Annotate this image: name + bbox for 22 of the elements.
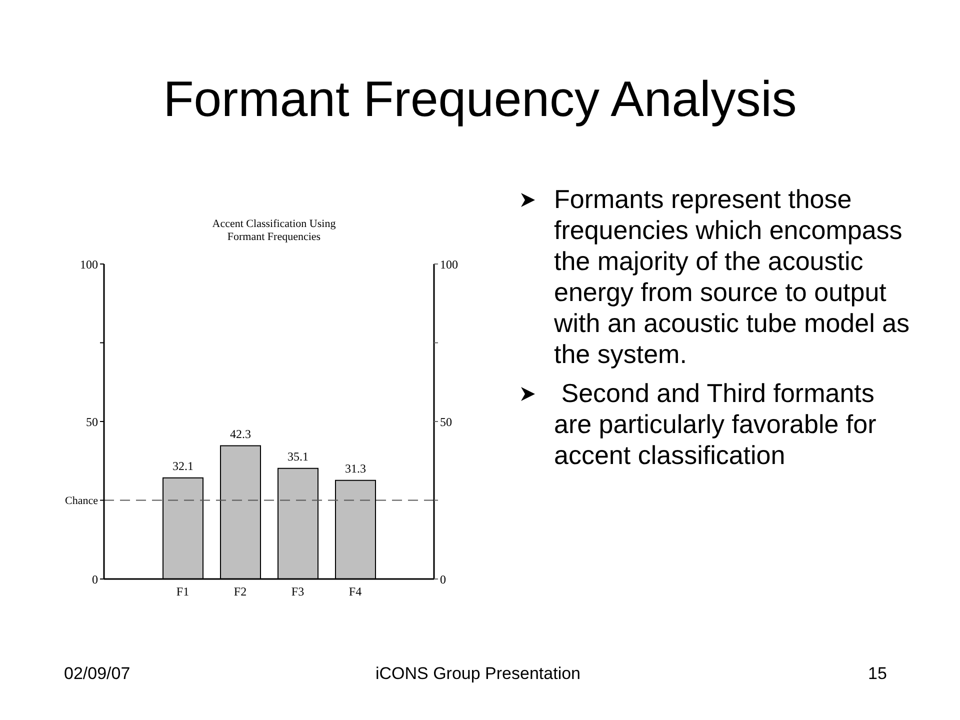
ref-line-label: Chance xyxy=(65,495,98,508)
text: 15 xyxy=(868,664,887,684)
text: iCONS Group Presentation xyxy=(374,664,582,684)
y2-tick-label: 50 xyxy=(440,414,452,429)
text: Formants represent those frequencies which encompass the majority of the acoustic energy from source to output with an acoustic tube model as the system. xyxy=(554,184,911,370)
x-tick-label: F3 xyxy=(291,584,304,599)
data-label: 42.3 xyxy=(230,426,251,441)
chart-subtitle: Accent Classification Using Formant Frequencies xyxy=(211,218,337,244)
x-tick-label: F2 xyxy=(234,584,247,599)
y2-tick-label: 100 xyxy=(440,257,458,272)
text: 02/09/07 xyxy=(64,664,130,684)
data-label: 32.1 xyxy=(172,458,194,473)
text: Second and Third formants are particularly favorable for accent classification xyxy=(554,378,878,471)
y-tick-label: 50 xyxy=(86,414,98,429)
data-label: 35.1 xyxy=(288,449,308,464)
data-label: 31.3 xyxy=(345,461,366,476)
x-tick-label: F4 xyxy=(348,584,362,599)
x-tick-label: F1 xyxy=(176,584,190,599)
y2-tick-label: 0 xyxy=(440,572,446,586)
y-tick-label: 0 xyxy=(92,572,98,586)
y-tick-label: 100 xyxy=(80,257,98,272)
chart-title: Formant Frequency Analysis xyxy=(162,70,798,128)
